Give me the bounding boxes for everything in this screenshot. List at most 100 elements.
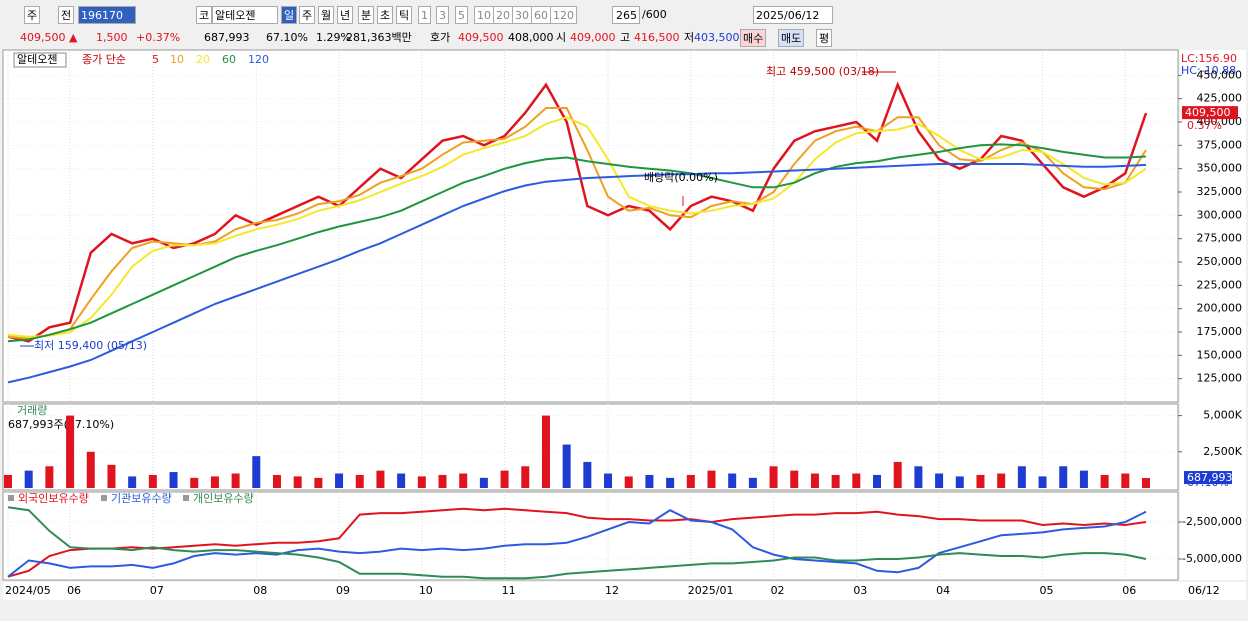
all-select[interactable]: 전 <box>58 6 75 24</box>
y-tick-label: 250,000 <box>1197 255 1243 268</box>
last-volume-label: 687,993 <box>1187 471 1233 484</box>
period-day[interactable]: 일 <box>281 6 298 24</box>
high: 416,500 <box>634 31 680 44</box>
change: 1,500 <box>96 31 128 44</box>
period-second[interactable]: 초 <box>377 6 394 24</box>
volume-bar <box>997 473 1006 488</box>
change-pct: +0.37% <box>136 31 181 44</box>
volume-bar <box>686 474 695 488</box>
volume-bar <box>604 473 613 488</box>
legend-entry: 20 <box>196 53 210 66</box>
period-month[interactable]: 월 <box>318 6 335 24</box>
y-tick-label: 450,000 <box>1197 68 1243 81</box>
x-tick-label: 2024/05 <box>5 584 51 597</box>
legend-entry: 5 <box>152 53 159 66</box>
x-tick-label: 07 <box>150 584 164 597</box>
volume-bar <box>169 472 178 488</box>
open-label: 시 <box>556 31 567 44</box>
date-input[interactable]: 2025/06/12 <box>753 6 833 24</box>
volume-bar <box>893 461 902 488</box>
price-panel <box>2 49 1179 403</box>
volume-bar <box>1079 470 1088 488</box>
volume-bar <box>541 415 550 488</box>
volume-bar <box>728 473 737 488</box>
x-tick-label: 11 <box>502 584 516 597</box>
market-select[interactable]: 주 <box>24 6 41 24</box>
code-input[interactable]: 196170 <box>78 6 136 24</box>
interval[interactable]: 1 <box>418 6 431 24</box>
volume-bar <box>190 477 199 488</box>
y-tick-label: 350,000 <box>1197 162 1243 175</box>
buy-button[interactable]: 매수 <box>740 29 767 47</box>
volume-bar <box>293 476 302 488</box>
x-tick-label: 03 <box>853 584 867 597</box>
interval[interactable]: 120 <box>550 6 577 24</box>
period-minute[interactable]: 분 <box>358 6 375 24</box>
count-input[interactable]: 265 <box>612 6 640 24</box>
volume-bar <box>1038 476 1047 488</box>
legend-swatch <box>8 495 14 501</box>
volume-bar <box>852 473 861 488</box>
period-week[interactable]: 주 <box>299 6 316 24</box>
volume-title: 거래량 <box>17 404 47 417</box>
low: 403,500 <box>694 31 740 44</box>
series-line <box>7 81 1148 343</box>
volume-bar <box>376 470 385 488</box>
y-tick-label: -5,000,000 <box>1182 552 1242 565</box>
interval[interactable]: 3 <box>436 6 449 24</box>
legend-entry: 기관보유수량 <box>111 492 172 505</box>
price: 409,500 ▲ <box>20 31 78 44</box>
y-tick-label: 300,000 <box>1197 208 1243 221</box>
last-change-label: 0.37% <box>1187 119 1222 132</box>
stock-name: 알테오젠 <box>212 6 278 24</box>
sell-button[interactable]: 매도 <box>778 29 805 47</box>
y-tick-label: 375,000 <box>1197 138 1243 151</box>
series-line <box>7 507 1147 578</box>
volume-bar <box>1017 466 1026 488</box>
volume-ratio: 67.10% <box>266 31 308 44</box>
volume-bar <box>1142 478 1150 488</box>
y-tick-label: 225,000 <box>1197 278 1243 291</box>
last-volume-box <box>1184 471 1232 485</box>
volume-bar <box>748 477 757 488</box>
volume-bar <box>583 461 592 488</box>
x-tick-label: 08 <box>253 584 267 597</box>
interval[interactable]: 5 <box>455 6 468 24</box>
y-tick-label: 325,000 <box>1197 185 1243 198</box>
volume-bar <box>86 451 95 488</box>
volume-bar <box>438 474 447 488</box>
x-tick-label: 06 <box>1122 584 1136 597</box>
volume-bar <box>790 470 799 488</box>
volume-bar <box>355 474 364 488</box>
volume-bar <box>335 473 344 488</box>
low-annotation: 최저 159,400 (05/13) <box>34 339 147 352</box>
count-max: /600 <box>642 8 667 21</box>
x-tick-label: 12 <box>605 584 619 597</box>
market-badge: 코 <box>196 6 213 24</box>
amount: 281,363백만 <box>346 31 412 44</box>
volume-bar <box>314 477 323 488</box>
interval[interactable]: 10 <box>474 6 494 24</box>
y-tick-label: 125,000 <box>1197 372 1243 385</box>
period-tick[interactable]: 틱 <box>396 6 413 24</box>
avg-button[interactable]: 평 <box>816 29 833 47</box>
volume-bar <box>873 474 882 488</box>
volume-bar <box>562 444 571 488</box>
volume-bar <box>107 464 116 488</box>
dividend-annotation: 배당락(0.00%) <box>644 171 718 184</box>
high-annotation: 최고 459,500 (03/18) <box>766 65 879 78</box>
volume-bar <box>148 474 157 488</box>
volume-bar <box>914 466 923 488</box>
volume-bar <box>831 474 840 488</box>
series-line <box>7 506 1147 580</box>
interval[interactable]: 20 <box>493 6 513 24</box>
volume-bar <box>272 474 281 488</box>
volume-bar <box>66 415 75 488</box>
y-tick-label: 5,000K <box>1203 409 1242 422</box>
volume-bar <box>955 476 964 488</box>
y-tick-label: 200,000 <box>1197 302 1243 315</box>
period-year[interactable]: 년 <box>337 6 354 24</box>
open: 409,000 <box>570 31 616 44</box>
volume-bar <box>1100 474 1109 488</box>
